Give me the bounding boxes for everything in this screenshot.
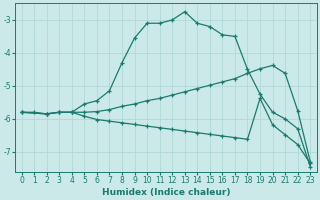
X-axis label: Humidex (Indice chaleur): Humidex (Indice chaleur) xyxy=(102,188,230,197)
